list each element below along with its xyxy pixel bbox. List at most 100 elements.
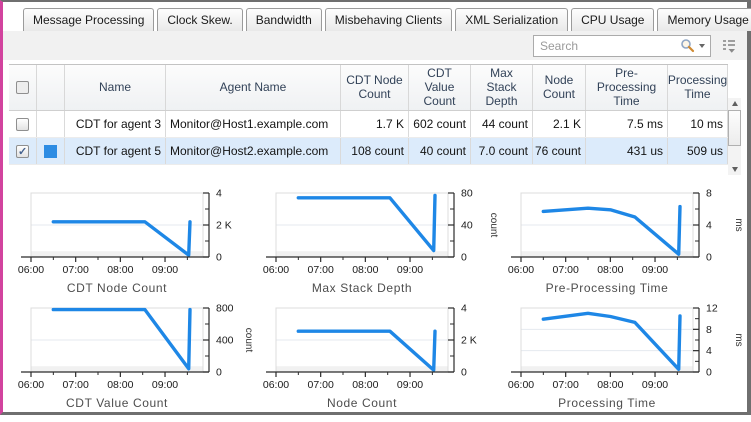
chart-node-count: 06:00 07:00 08:00 09:00 0 2 K 4 Node Count [258,302,503,417]
svg-text:0: 0 [461,367,467,379]
table-vertical-scrollbar[interactable] [728,98,741,175]
svg-text:06:00: 06:00 [508,379,534,391]
header-color-cell [37,65,65,111]
svg-text:4: 4 [216,188,222,200]
table-header-row: Name Agent Name CDT Node Count CDT Value… [9,64,728,112]
column-chooser-icon[interactable] [720,38,738,54]
search-input[interactable] [540,38,676,53]
svg-text:8: 8 [706,324,712,336]
cell-cdt-node-count: 108 count [341,138,409,165]
tab-misbehaving-clients[interactable]: Misbehaving Clients [324,8,453,31]
svg-text:count: count [488,213,499,238]
row-checkbox[interactable] [16,144,29,158]
svg-text:08:00: 08:00 [107,264,133,276]
svg-text:80: 80 [461,188,473,200]
svg-text:CDT Node Count: CDT Node Count [67,281,167,295]
cell-agent-name: Monitor@Host1.example.com [166,111,341,138]
svg-text:0: 0 [461,252,467,264]
svg-text:40: 40 [461,220,473,232]
magnifier-icon[interactable] [680,38,695,53]
tab-message-processing[interactable]: Message Processing [23,8,155,31]
chart-pre-processing-time: 06:00 07:00 08:00 09:00 0 4 8 ms Pre-Processing … [503,187,748,302]
select-all-checkbox[interactable] [16,81,29,95]
svg-text:0: 0 [706,252,712,264]
header-agent-name[interactable]: Agent Name [166,65,341,111]
svg-text:12: 12 [706,303,718,315]
header-name[interactable]: Name [65,65,166,111]
tab-memory-usage[interactable]: Memory Usage [657,8,751,31]
svg-text:400: 400 [216,335,234,347]
search-box [533,34,711,57]
svg-text:0: 0 [216,367,222,379]
svg-text:07:00: 07:00 [553,379,579,391]
scrollbar-thumb[interactable] [728,110,741,146]
row-color-cell [37,111,65,138]
svg-text:2 K: 2 K [216,220,232,232]
cell-pre-processing-time: 7.5 ms [586,111,668,138]
header-node-count[interactable]: Node Count [533,65,586,111]
svg-text:ms: ms [733,218,744,231]
row-checkbox-cell [9,111,37,138]
svg-text:8: 8 [706,188,712,200]
header-checkbox-cell [9,65,37,111]
cell-processing-time: 509 us [668,138,728,165]
cell-max-stack-depth: 44 count [471,111,533,138]
series-color-swatch [44,144,57,158]
header-processing-time[interactable]: Processing Time [668,65,728,111]
svg-text:08:00: 08:00 [352,379,378,391]
tab-bar: Message Processing Clock Skew. Bandwidth… [3,2,751,31]
tab-clock-skew[interactable]: Clock Skew. [157,8,243,31]
svg-text:800: 800 [216,303,234,315]
tab-cpu-usage[interactable]: CPU Usage [571,8,655,31]
svg-text:ms: ms [733,333,744,346]
svg-text:09:00: 09:00 [397,379,423,391]
metrics-table: Name Agent Name CDT Node Count CDT Value… [9,64,741,175]
svg-text:2 K: 2 K [461,335,477,347]
header-cdt-value-count[interactable]: CDT Value Count [409,65,471,111]
cell-agent-name: Monitor@Host2.example.com [166,138,341,165]
svg-text:Processing Time: Processing Time [558,396,656,410]
cell-name: CDT for agent 3 [65,111,166,138]
scroll-up-icon[interactable] [731,101,738,106]
series-color-swatch [44,118,57,131]
svg-text:0: 0 [706,367,712,379]
svg-text:Node Count: Node Count [327,396,397,410]
svg-text:Max Stack Depth: Max Stack Depth [312,281,412,295]
svg-text:06:00: 06:00 [18,264,44,276]
cell-name: CDT for agent 5 [65,138,166,165]
svg-text:07:00: 07:00 [63,264,89,276]
toolbar [3,31,747,60]
table-row-agent-3[interactable]: CDT for agent 3 Monitor@Host1.example.co… [9,111,728,139]
svg-text:4: 4 [706,345,712,357]
header-max-stack-depth[interactable]: Max Stack Depth [471,65,533,111]
svg-text:08:00: 08:00 [107,379,133,391]
row-checkbox[interactable] [16,117,29,131]
svg-text:08:00: 08:00 [597,264,623,276]
header-pre-processing-time[interactable]: Pre-Processing Time [586,65,668,111]
tab-xml-serialization[interactable]: XML Serialization [455,8,569,31]
search-caret-down-icon[interactable] [699,43,705,48]
svg-text:06:00: 06:00 [508,264,534,276]
chart-max-stack-depth: 06:00 07:00 08:00 09:00 0 40 80 count Max Stack … [258,187,503,302]
svg-text:CDT Value Count: CDT Value Count [66,396,168,410]
table-row-agent-5[interactable]: CDT for agent 5 Monitor@Host2.example.co… [9,138,728,166]
svg-text:06:00: 06:00 [18,379,44,391]
cell-node-count: 2.1 K [533,111,586,138]
svg-text:07:00: 07:00 [63,379,89,391]
svg-text:09:00: 09:00 [152,379,178,391]
cell-cdt-node-count: 1.7 K [341,111,409,138]
row-checkbox-cell [9,138,37,165]
cell-processing-time: 10 ms [668,111,728,138]
scroll-down-icon[interactable] [731,167,738,172]
header-cdt-node-count[interactable]: CDT Node Count [341,65,409,111]
cell-node-count: 76 count [533,138,586,165]
svg-text:4: 4 [706,220,712,232]
chart-processing-time: 06:00 07:00 08:00 09:00 0 4 8 12 ms Processing Ti… [503,302,748,417]
svg-text:09:00: 09:00 [152,264,178,276]
svg-text:09:00: 09:00 [642,379,668,391]
svg-text:4: 4 [461,303,467,315]
svg-text:08:00: 08:00 [597,379,623,391]
tab-bandwidth[interactable]: Bandwidth [245,8,322,31]
svg-text:0: 0 [216,252,222,264]
charts-grid: 06:00 07:00 08:00 09:00 0 2 K 4 CDT Node Count … [13,187,748,417]
